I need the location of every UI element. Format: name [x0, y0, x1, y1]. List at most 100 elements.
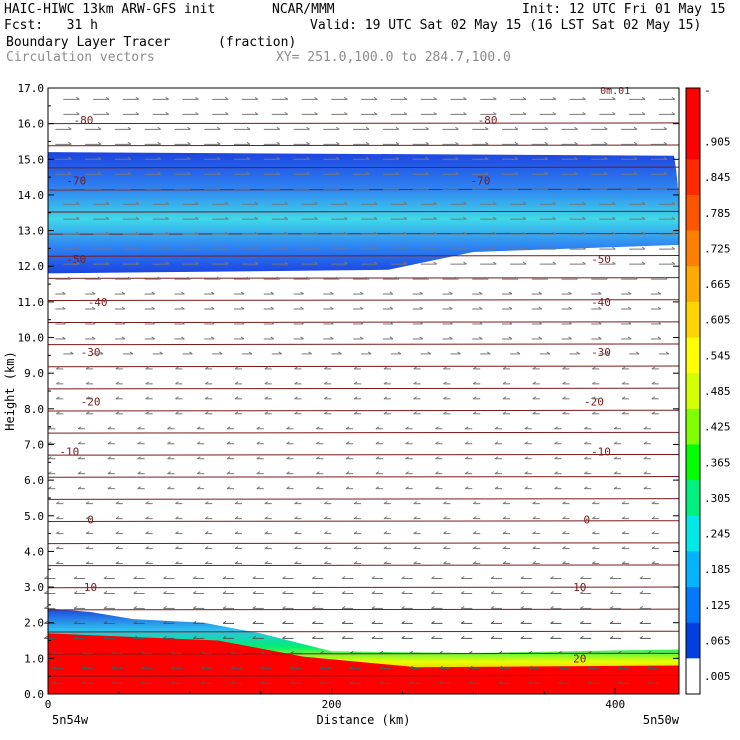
vector-arrowhead — [538, 336, 543, 340]
vector-arrowhead — [294, 381, 298, 385]
vector-arrowhead — [145, 516, 149, 520]
colorbar-label: .425 — [704, 421, 731, 434]
vector-arrowhead — [365, 141, 370, 145]
vector-arrowhead — [345, 471, 350, 475]
vector-arrowhead — [316, 456, 320, 460]
vector-arrowhead — [175, 531, 179, 535]
vector-arrowhead — [528, 665, 533, 669]
vector-arrowhead — [617, 665, 622, 669]
y-tick-label: 14.0 — [18, 189, 45, 202]
vector-arrowhead — [588, 680, 592, 684]
vector-arrowhead — [187, 141, 191, 145]
vector-arrowhead — [522, 261, 527, 265]
vector-arrowhead — [494, 456, 499, 460]
vector-arrowhead — [76, 246, 80, 250]
vector-arrowhead — [502, 546, 507, 549]
vector-arrowhead — [163, 591, 167, 594]
vector-arrowhead — [187, 186, 191, 190]
vector-arrowhead — [401, 591, 405, 594]
vector-arrowhead — [401, 621, 405, 624]
vector-arrowhead — [77, 456, 82, 460]
vector-arrowhead — [663, 126, 668, 130]
vector-arrowhead — [641, 231, 646, 235]
vector-arrowhead — [294, 501, 298, 505]
vector-arrowhead — [264, 396, 269, 400]
vector-arrowhead — [105, 201, 110, 205]
vector-arrowhead — [671, 246, 676, 250]
vector-arrowhead — [544, 276, 549, 280]
vector-arrowhead — [349, 650, 354, 654]
vector-arrowhead — [294, 396, 298, 400]
isotherm-line — [47, 608, 680, 611]
vector-arrowhead — [612, 96, 616, 100]
vector-arrowhead — [284, 96, 289, 100]
colorbar-label: .845 — [704, 171, 731, 184]
vector-arrowhead — [151, 291, 155, 295]
vector-arrowhead — [552, 216, 557, 220]
vector-arrowhead — [324, 396, 328, 400]
vector-arrowhead — [324, 411, 328, 415]
vector-arrowhead — [484, 126, 489, 130]
vector-arrowhead — [135, 216, 140, 220]
colorbar-label: .785 — [704, 207, 731, 220]
vector-arrowhead — [498, 680, 503, 684]
vector-arrowhead — [520, 635, 525, 639]
vector-arrowhead — [657, 321, 662, 325]
colorbar-label: .305 — [704, 492, 731, 505]
vector-arrowhead — [252, 635, 257, 639]
vector-arrowhead — [97, 141, 102, 145]
vector-arrowhead — [204, 381, 209, 385]
vector-arrowhead — [264, 561, 269, 564]
vector-arrowhead — [196, 486, 201, 490]
vector-arrowhead — [195, 96, 199, 100]
x-tick-label: 200 — [322, 698, 342, 711]
vector-arrowhead — [554, 471, 558, 475]
vector-arrowhead — [115, 396, 120, 400]
vector-arrowhead — [522, 111, 527, 115]
vector-arrowhead — [538, 291, 543, 295]
vector-arrowhead — [463, 246, 467, 250]
vector-arrowhead — [562, 531, 566, 535]
vector-arrowhead — [48, 471, 52, 475]
colorbar-frame — [685, 87, 701, 695]
vector-arrowhead — [145, 546, 149, 549]
vector-arrowhead — [284, 216, 289, 220]
vector-arrowhead — [401, 635, 405, 639]
vector-arrowhead — [56, 546, 60, 549]
vector-arrowhead — [300, 306, 304, 310]
vector-arrowhead — [494, 471, 499, 475]
vector-arrowhead — [353, 531, 358, 535]
vector-arrowhead — [431, 635, 435, 639]
vector-arrowhead — [270, 306, 275, 310]
vector-arrowhead — [617, 680, 622, 684]
y-tick-label: 15.0 — [18, 153, 45, 166]
vector-arrowhead — [604, 171, 608, 175]
vector-arrowhead — [270, 291, 275, 295]
x-tick-label: 0 — [45, 698, 52, 711]
vector-arrowhead — [598, 336, 602, 340]
vector-arrowhead — [157, 186, 161, 190]
vector-arrowhead — [137, 441, 141, 445]
vector-arrowhead — [276, 171, 281, 175]
vector-arrowhead — [175, 546, 179, 549]
vector-arrowhead — [77, 441, 82, 445]
vector-arrowhead — [463, 231, 467, 235]
vector-arrowhead — [405, 456, 409, 460]
vector-arrowhead — [62, 291, 66, 295]
vector-arrowhead — [246, 171, 251, 175]
vector-arrowhead — [210, 291, 215, 295]
vector-arrowhead — [256, 456, 261, 460]
vector-arrowhead — [62, 321, 66, 325]
vector-arrowhead — [443, 366, 447, 370]
isotherm-label: -40 — [88, 296, 108, 309]
vector-arrowhead — [145, 561, 149, 564]
vector-arrowhead — [286, 456, 290, 460]
vector-arrowhead — [641, 261, 646, 265]
vector-arrowhead — [76, 201, 80, 205]
vector-arrowhead — [308, 351, 312, 355]
vector-arrowhead — [413, 516, 417, 520]
vector-arrowhead — [492, 96, 497, 100]
vector-arrowhead — [522, 216, 527, 220]
vector-arrowhead — [383, 546, 388, 549]
vector-arrowhead — [435, 426, 439, 430]
